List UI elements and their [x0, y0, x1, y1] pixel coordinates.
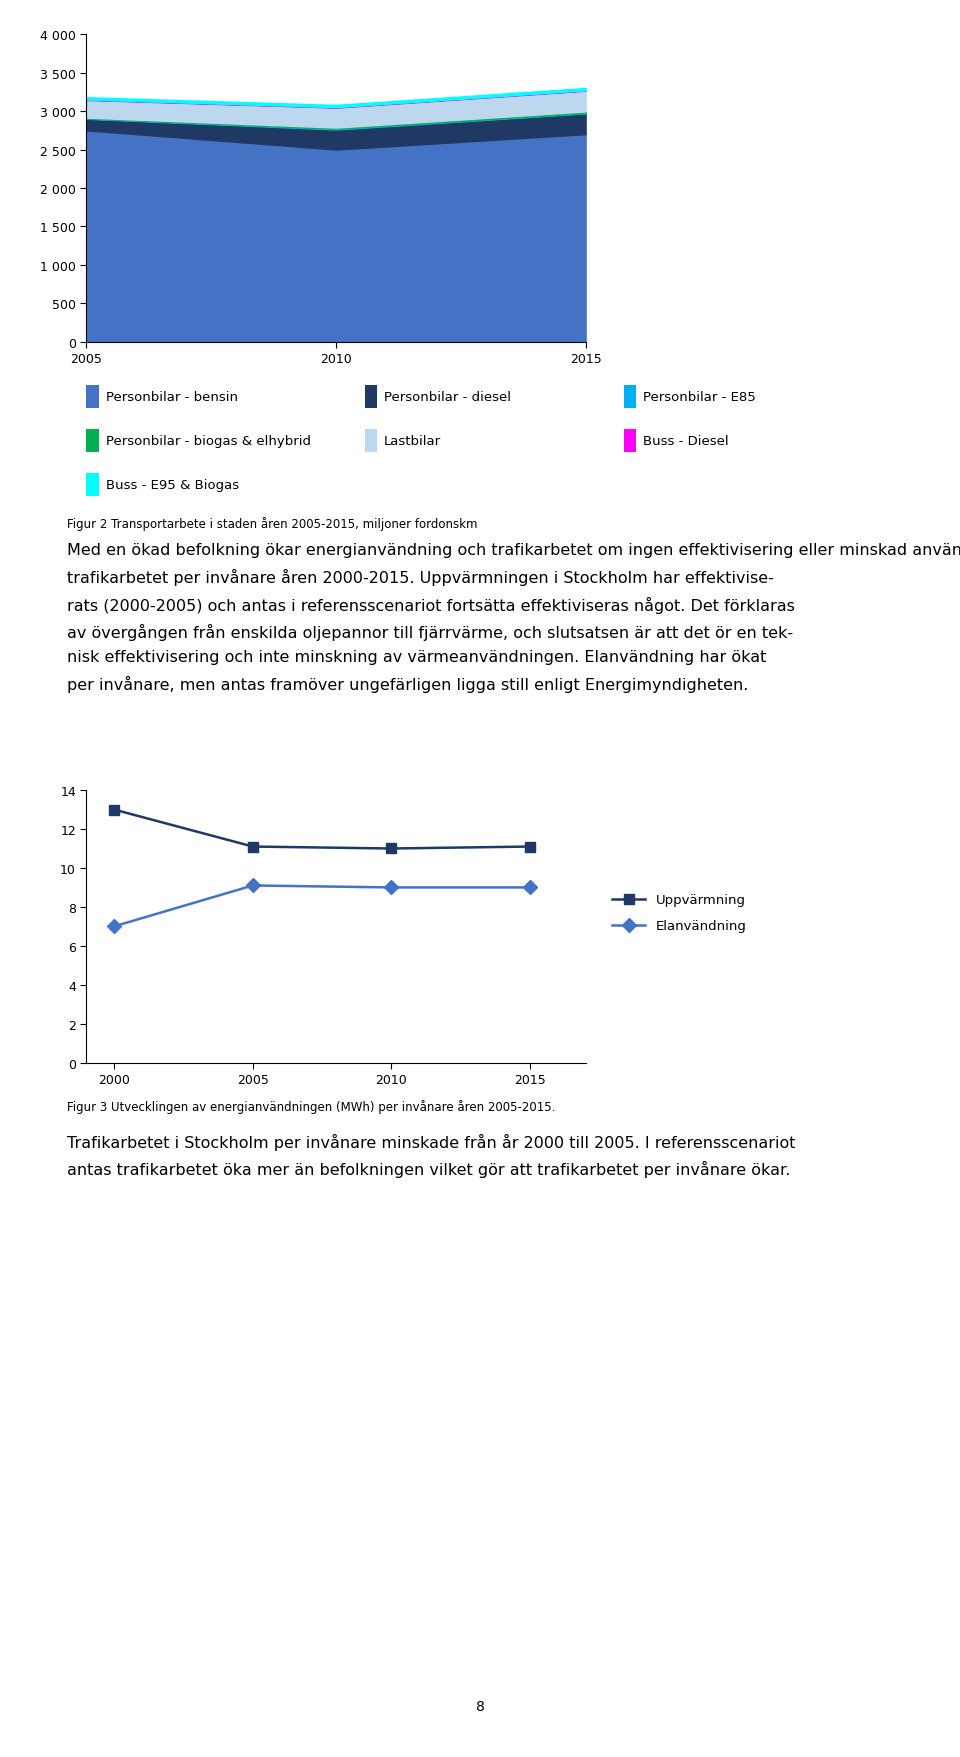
- Line: Elanvändning: Elanvändning: [109, 880, 535, 931]
- Text: Med en ökad befolkning ökar energianvändning och trafikarbetet om ingen effektiv: Med en ökad befolkning ökar energianvänd…: [67, 541, 960, 692]
- Line: Uppvärmning: Uppvärmning: [109, 805, 535, 854]
- Elanvändning: [247, 875, 258, 896]
- Legend: Uppvärmning, Elanvändning: Uppvärmning, Elanvändning: [607, 889, 752, 938]
- Text: Personbilar - E85: Personbilar - E85: [643, 390, 756, 404]
- Text: Trafikarbetet i Stockholm per invånare minskade från år 2000 till 2005. I refere: Trafikarbetet i Stockholm per invånare m…: [67, 1133, 796, 1177]
- Text: Figur 2 Transportarbete i staden åren 2005-2015, miljoner fordonskm: Figur 2 Transportarbete i staden åren 20…: [67, 517, 478, 531]
- Elanvändning: [524, 877, 536, 898]
- Text: Personbilar - diesel: Personbilar - diesel: [384, 390, 511, 404]
- Elanvändning: [386, 877, 397, 898]
- Elanvändning: [108, 917, 120, 938]
- Uppvärmning: [247, 836, 258, 857]
- Uppvärmning: [386, 838, 397, 859]
- Text: Buss - E95 & Biogas: Buss - E95 & Biogas: [106, 478, 239, 492]
- Text: 8: 8: [475, 1699, 485, 1713]
- Uppvärmning: [108, 799, 120, 821]
- Text: Personbilar - bensin: Personbilar - bensin: [106, 390, 238, 404]
- Text: Lastbilar: Lastbilar: [384, 434, 442, 448]
- Uppvärmning: [524, 836, 536, 857]
- Text: Figur 3 Utvecklingen av energianvändningen (MWh) per invånare åren 2005-2015.: Figur 3 Utvecklingen av energianvändning…: [67, 1100, 556, 1114]
- Text: Buss - Diesel: Buss - Diesel: [643, 434, 729, 448]
- Text: Personbilar - biogas & elhybrid: Personbilar - biogas & elhybrid: [106, 434, 311, 448]
